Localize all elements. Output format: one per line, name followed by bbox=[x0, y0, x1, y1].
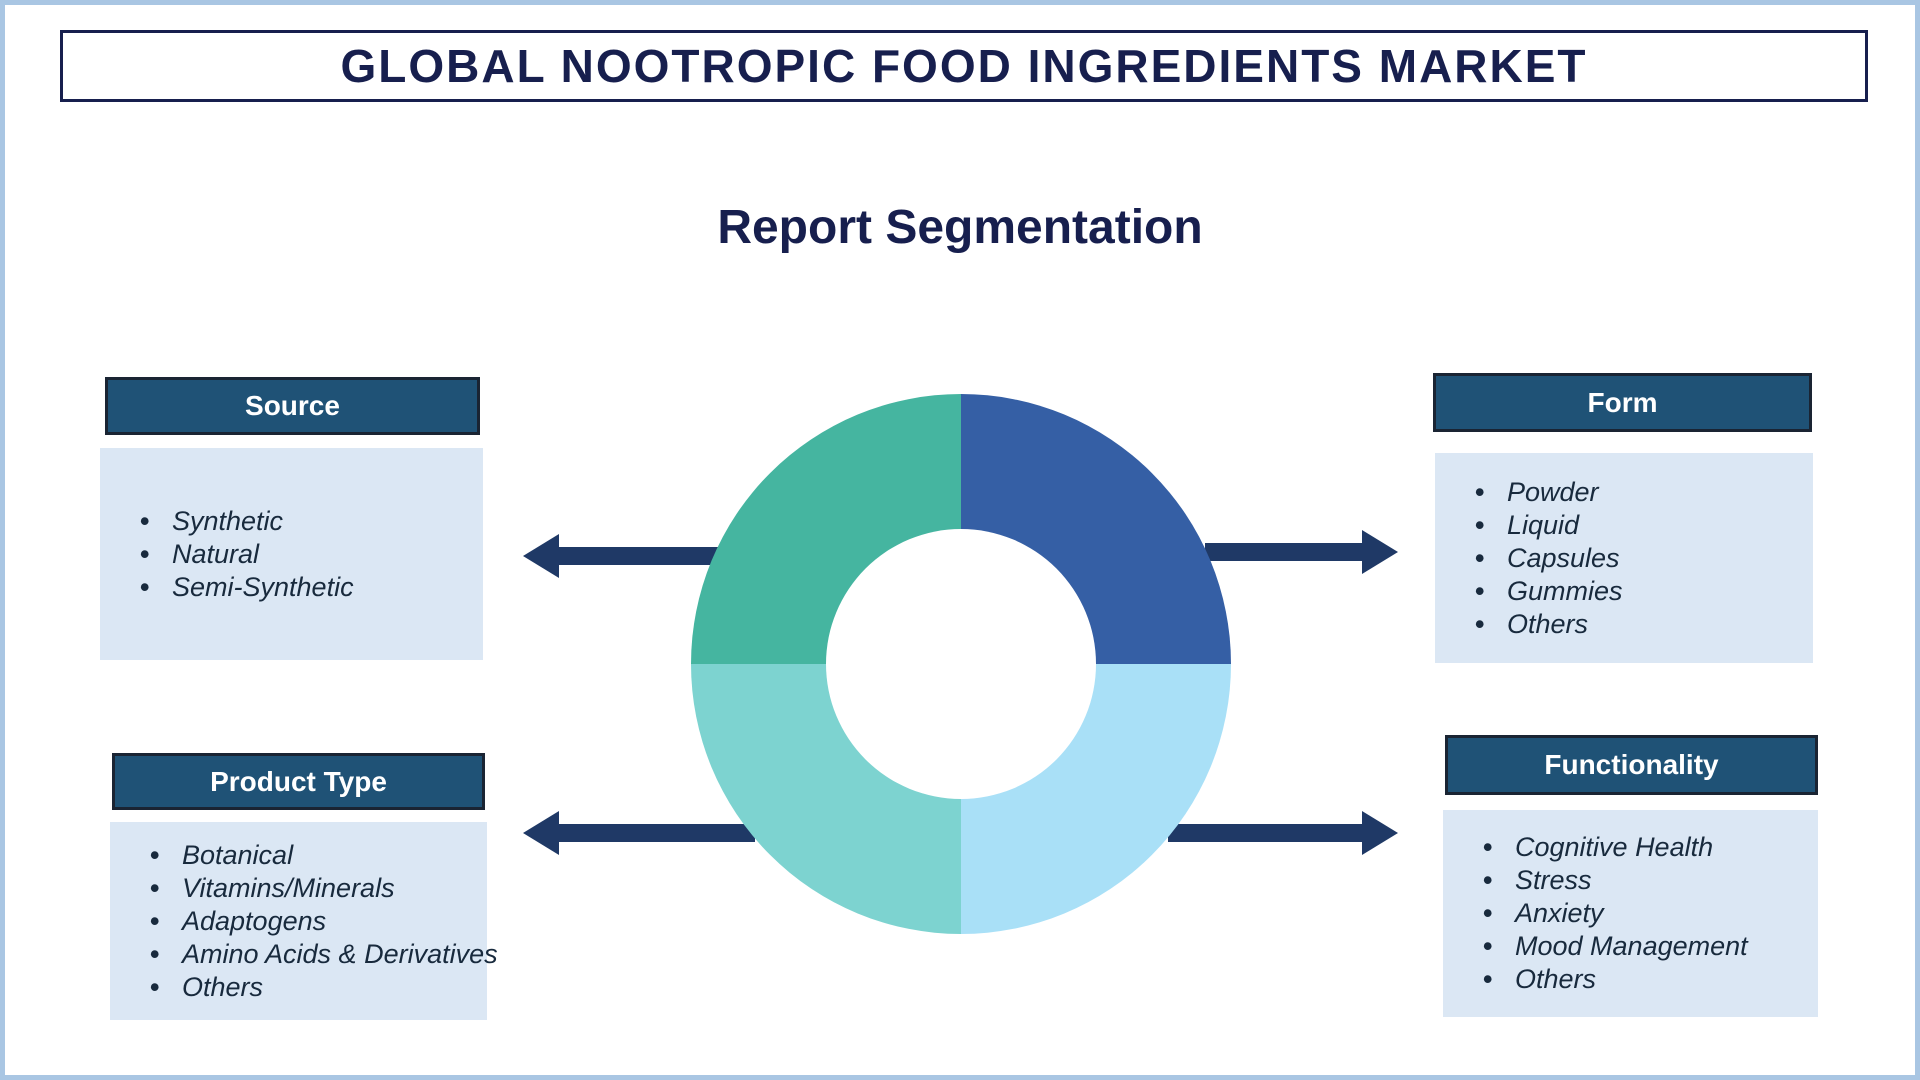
arrowhead-icon bbox=[1362, 811, 1398, 855]
list-item: Mood Management bbox=[1483, 930, 1808, 963]
arrow-left-source-icon bbox=[523, 534, 718, 578]
arrow-right-functionality-icon bbox=[1168, 811, 1398, 855]
arrow-shaft bbox=[557, 547, 718, 565]
arrow-right-form-icon bbox=[1205, 530, 1398, 574]
functionality-panel: Cognitive Health Stress Anxiety Mood Man… bbox=[1443, 810, 1818, 1017]
functionality-header: Functionality bbox=[1445, 735, 1818, 795]
list-item: Gummies bbox=[1475, 575, 1803, 608]
list-item: Adaptogens bbox=[150, 905, 477, 938]
source-panel: Synthetic Natural Semi-Synthetic bbox=[100, 448, 483, 660]
source-header-label: Source bbox=[245, 390, 340, 421]
list-item: Amino Acids & Derivatives bbox=[150, 938, 498, 971]
source-list: Synthetic Natural Semi-Synthetic bbox=[100, 505, 483, 604]
list-item: Cognitive Health bbox=[1483, 831, 1808, 864]
functionality-list: Cognitive Health Stress Anxiety Mood Man… bbox=[1443, 831, 1818, 996]
functionality-header-label: Functionality bbox=[1544, 749, 1719, 780]
product-type-list: Botanical Vitamins/Minerals Adaptogens A… bbox=[110, 839, 498, 1004]
arrowhead-icon bbox=[1362, 530, 1398, 574]
page-title: GLOBAL NOOTROPIC FOOD INGREDIENTS MARKET bbox=[340, 40, 1588, 92]
form-header-label: Form bbox=[1587, 386, 1658, 418]
list-item: Vitamins/Minerals bbox=[150, 872, 477, 905]
arrow-shaft bbox=[1168, 824, 1364, 842]
list-item: Powder bbox=[1475, 476, 1803, 509]
subtitle: Report Segmentation bbox=[717, 201, 1203, 254]
donut-chart bbox=[691, 394, 1231, 934]
product-type-header: Product Type bbox=[112, 753, 485, 810]
list-item: Natural bbox=[140, 538, 473, 571]
list-item: Stress bbox=[1483, 864, 1808, 897]
list-item: Botanical bbox=[150, 839, 477, 872]
list-item: Liquid bbox=[1475, 509, 1803, 542]
product-type-panel: Botanical Vitamins/Minerals Adaptogens A… bbox=[110, 822, 498, 1020]
list-item: Others bbox=[1475, 608, 1803, 641]
list-item: Semi-Synthetic bbox=[140, 571, 473, 604]
product-type-header-label: Product Type bbox=[210, 765, 387, 797]
form-list: Powder Liquid Capsules Gummies Others bbox=[1435, 476, 1813, 641]
arrowhead-icon bbox=[523, 534, 559, 578]
arrowhead-icon bbox=[523, 811, 559, 855]
form-panel: Powder Liquid Capsules Gummies Others bbox=[1435, 453, 1813, 663]
list-item: Synthetic bbox=[140, 505, 473, 538]
list-item: Others bbox=[150, 971, 477, 1004]
list-item: Others bbox=[1483, 963, 1808, 996]
list-item: Anxiety bbox=[1483, 897, 1808, 930]
form-header: Form bbox=[1433, 373, 1812, 432]
arrow-shaft bbox=[1205, 543, 1364, 561]
title-banner: GLOBAL NOOTROPIC FOOD INGREDIENTS MARKET bbox=[60, 30, 1868, 102]
arrow-left-product-type-icon bbox=[523, 811, 755, 855]
source-header: Source bbox=[105, 377, 480, 435]
arrow-shaft bbox=[557, 824, 755, 842]
list-item: Capsules bbox=[1475, 542, 1803, 575]
